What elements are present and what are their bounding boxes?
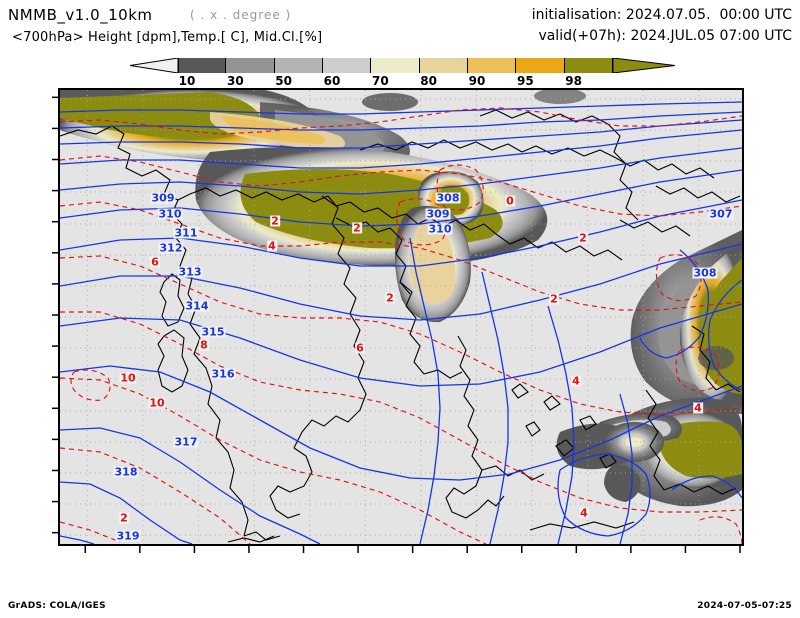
temp-contour-label-2: 2 [119,511,129,525]
colorbar-cell-50 [274,58,323,73]
colorbar-cell-30 [226,58,275,73]
height-contour-label-307: 307 [708,207,734,221]
colorbar-cell-70 [371,58,420,73]
field-description: <700hPa> Height [dpm],Temp.[ C], Mid.Cl.… [12,30,323,45]
colorbar-cell-60 [322,58,372,73]
temp-contour-label-2: 2 [352,221,362,235]
temp-contour-label-2: 2 [270,214,280,228]
map-canvas [60,90,742,544]
cloud-cover-colorbar: 10 30 50 60 70 80 90 95 98 [130,58,675,88]
colorbar-label-90: 90 [468,74,486,88]
colorbar-over-arrow [613,58,675,73]
height-contour-label-316: 316 [210,367,236,381]
colorbar-cell-98 [564,58,613,73]
initialisation-time: initialisation: 2024.07.05. 00:00 UTC [531,7,792,23]
height-contour-label-308: 308 [692,266,718,280]
temp-contour-label-2: 2 [549,292,559,306]
temp-contour-label-4: 4 [571,374,581,388]
height-contour-label-311: 311 [173,226,199,240]
colorbar-cell-10 [178,58,227,73]
height-contour-label-319: 319 [115,529,141,543]
colorbar-label-60: 60 [323,74,341,88]
colorbar-label-80: 80 [420,74,438,88]
colorbar-cell-90 [467,58,517,73]
colorbar-cell-95 [516,58,565,73]
grads-credit: GrADS: COLA/IGES [8,601,106,611]
colorbar-label-98: 98 [565,74,583,88]
colorbar-label-50: 50 [275,74,293,88]
colorbar-tick-labels: 10 30 50 60 70 80 90 95 98 [130,73,675,88]
height-contour-label-312: 312 [158,241,184,255]
colorbar-label-30: 30 [226,74,244,88]
height-contour-label-317: 317 [173,435,199,449]
temp-contour-label-8: 8 [199,338,209,352]
colorbar-cell-80 [419,58,468,73]
latitude-tick-marks [52,96,60,534]
height-contour-label-309: 309 [150,191,176,205]
temp-contour-label-4: 4 [693,401,703,415]
colorbar-label-10: 10 [178,74,196,88]
height-contour-label-310: 310 [157,207,183,221]
model-title: NMMB_v1.0_10km [8,6,153,24]
height-contour-label-314: 314 [184,299,210,313]
temp-contour-label-10: 10 [119,371,137,385]
temp-contour-label-0: 0 [505,194,515,208]
height-contour-label-313: 313 [177,265,203,279]
temp-contour-label-4: 4 [579,506,589,520]
longitude-tick-marks [84,546,741,553]
colorbar-label-70: 70 [371,74,389,88]
temp-contour-label-2: 2 [578,231,588,245]
height-contour-label-308: 308 [435,191,461,205]
height-contours [60,101,742,544]
temp-contour-label-4: 4 [267,239,277,253]
render-timestamp: 2024-07-05-07:25 [697,601,792,611]
valid-time: valid(+07h): 2024.JUL.05 07:00 UTC [538,28,792,44]
colorbar-label-95: 95 [516,74,534,88]
height-contour-label-318: 318 [113,465,139,479]
temp-contour-label-6: 6 [150,255,160,269]
map-plot-area[interactable]: 3093103113123133143153163173183193203083… [58,88,744,546]
resolution-note: ( . x . degree ) [190,8,292,22]
temp-contour-label-2: 2 [385,291,395,305]
colorbar-under-arrow [130,58,178,73]
temp-contour-label-10: 10 [148,396,166,410]
height-contour-label-309: 309 [425,207,451,221]
colorbar-cells [178,58,613,73]
temp-contour-label-6: 6 [355,341,365,355]
height-contour-label-310: 310 [427,222,453,236]
height-contour-label-315: 315 [200,325,226,339]
